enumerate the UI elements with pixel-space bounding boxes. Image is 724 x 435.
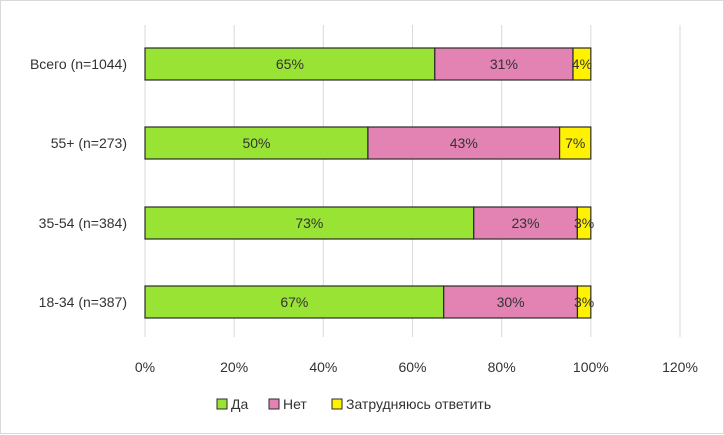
data-label: 23%	[512, 215, 540, 231]
bar-segment	[473, 206, 578, 240]
category-label: 18-34 (n=387)	[39, 294, 127, 310]
data-label: 43%	[450, 135, 478, 151]
data-label: 4%	[572, 56, 592, 72]
data-label: 7%	[565, 135, 585, 151]
data-label: 3%	[574, 215, 594, 231]
bar-segment	[443, 285, 579, 319]
bar-segment	[144, 206, 475, 240]
legend-label: Да	[231, 396, 248, 412]
x-tick-label: 60%	[398, 359, 426, 375]
legend-swatch	[331, 398, 343, 410]
data-label: 67%	[280, 294, 308, 310]
legend-label: Затрудняюсь ответить	[346, 396, 491, 412]
data-label: 65%	[276, 56, 304, 72]
x-axis-tick-labels: 0% 20% 40% 60% 80% 100% 120%	[135, 359, 698, 375]
x-tick-label: 40%	[309, 359, 337, 375]
bar-segment	[434, 47, 574, 81]
data-label: 73%	[295, 215, 323, 231]
data-label: 50%	[242, 135, 270, 151]
legend: Да Нет Затрудняюсь ответить	[216, 396, 491, 412]
legend-swatch	[216, 398, 228, 410]
legend-swatch	[268, 398, 280, 410]
legend-label: Нет	[283, 396, 307, 412]
category-label: Всего (n=1044)	[30, 56, 127, 72]
x-tick-label: 0%	[135, 359, 155, 375]
category-label: 55+ (n=273)	[51, 135, 127, 151]
bars: 65% 31% 4% 50% 43% 7% 73% 23% 3% 67% 30% 3%	[144, 47, 594, 319]
data-label: 30%	[497, 294, 525, 310]
bar-segment	[144, 47, 436, 81]
x-tick-label: 120%	[662, 359, 698, 375]
bar-segment	[576, 285, 592, 319]
x-tick-label: 80%	[488, 359, 516, 375]
category-label: 35-54 (n=384)	[39, 215, 127, 231]
category-labels: Всего (n=1044) 55+ (n=273) 35-54 (n=384) 18…	[30, 56, 127, 310]
bar-segment	[367, 126, 561, 160]
bar-segment	[144, 126, 369, 160]
x-tick-label: 100%	[573, 359, 609, 375]
bar-segment	[576, 206, 592, 240]
bar-segment	[559, 126, 592, 160]
x-tick-label: 20%	[220, 359, 248, 375]
bar-segment	[572, 47, 592, 81]
data-label: 3%	[574, 294, 594, 310]
data-label: 31%	[490, 56, 518, 72]
